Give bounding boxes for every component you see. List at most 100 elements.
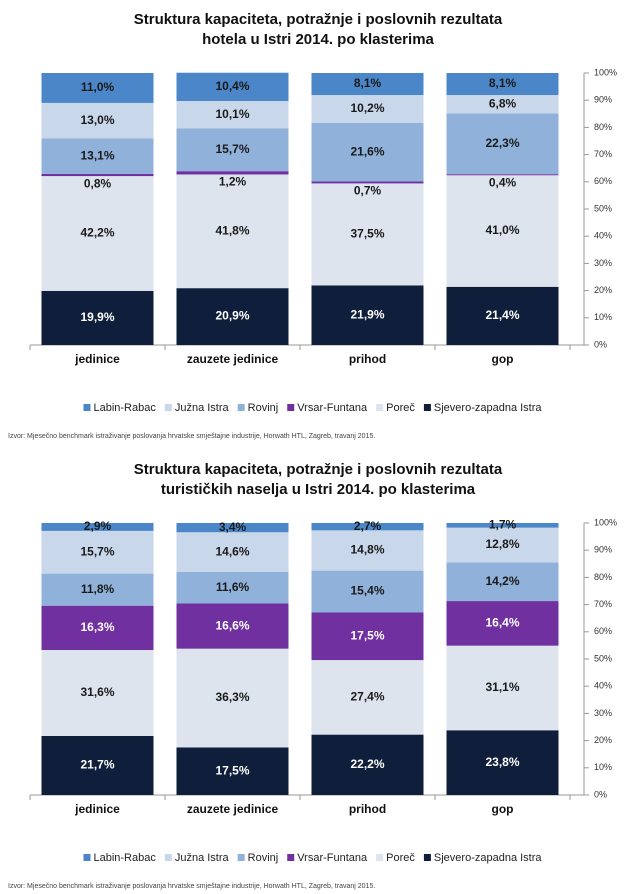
legend-swatch xyxy=(237,404,245,411)
data-label: 41,8% xyxy=(215,223,249,237)
legend-swatch xyxy=(376,854,384,861)
y-tick-label: 100% xyxy=(594,67,617,77)
data-label: 31,1% xyxy=(485,680,519,694)
bar-segment xyxy=(41,102,154,139)
bar-segment xyxy=(311,530,424,571)
y-tick-label: 80% xyxy=(594,572,612,582)
data-label: 37,5% xyxy=(350,227,384,241)
bar-segment xyxy=(176,128,289,172)
data-label: 16,4% xyxy=(485,616,519,630)
chart-title: hotela u Istri 2014. po klasterima xyxy=(202,31,434,48)
x-tick-label: zauzete jedinice xyxy=(187,802,279,816)
bar-segment xyxy=(176,571,289,604)
x-tick-label: jedinice xyxy=(74,352,120,366)
data-label: 13,0% xyxy=(80,113,114,127)
data-label: 0,4% xyxy=(489,175,517,189)
bar-segment xyxy=(176,648,289,748)
data-label: 22,2% xyxy=(350,757,384,771)
data-label: 21,4% xyxy=(485,308,519,322)
data-label: 15,7% xyxy=(215,142,249,156)
legend-label: Južna Istra xyxy=(175,852,230,864)
x-tick-label: prihod xyxy=(349,802,386,816)
bar-segment xyxy=(41,735,154,795)
y-tick-label: 60% xyxy=(594,176,612,186)
legend-swatch xyxy=(423,404,431,411)
bar-segment xyxy=(311,612,424,661)
x-tick-label: prihod xyxy=(349,352,386,366)
bar-segment xyxy=(41,73,154,103)
legend-swatch xyxy=(376,404,384,411)
data-label: 22,3% xyxy=(485,136,519,150)
bar-segment xyxy=(41,573,154,606)
chart-title: Struktura kapaciteta, potražnje i poslov… xyxy=(134,461,503,478)
y-tick-label: 70% xyxy=(594,599,612,609)
y-tick-label: 30% xyxy=(594,708,612,718)
data-label: 16,3% xyxy=(80,620,114,634)
data-label: 11,6% xyxy=(216,580,250,594)
bar-segment xyxy=(311,660,424,735)
legend-swatch xyxy=(237,854,245,861)
legend-label: Rovinj xyxy=(248,402,279,414)
legend-label: Sjevero-zapadna Istra xyxy=(434,852,542,864)
legend-swatch xyxy=(83,404,91,411)
data-label: 15,7% xyxy=(80,544,114,558)
legend-swatch xyxy=(287,404,295,411)
x-tick-label: gop xyxy=(492,802,514,816)
data-label: 13,1% xyxy=(80,148,114,162)
bar-segment xyxy=(176,532,289,572)
data-label: 42,2% xyxy=(80,226,114,240)
data-label: 15,4% xyxy=(350,584,384,598)
y-tick-label: 70% xyxy=(594,149,612,159)
y-tick-label: 50% xyxy=(594,653,612,663)
legend-label: Sjevero-zapadna Istra xyxy=(434,402,542,414)
data-label: 10,1% xyxy=(215,107,249,121)
y-tick-label: 50% xyxy=(594,203,612,213)
bar-segment xyxy=(446,113,559,175)
data-label: 2,7% xyxy=(354,519,382,533)
chart-title: Struktura kapaciteta, potražnje i poslov… xyxy=(134,11,503,28)
bar-segment xyxy=(176,747,289,795)
data-label: 2,9% xyxy=(84,519,112,533)
data-label: 17,5% xyxy=(350,628,384,642)
source-note: Izvor: Mjesečno benchmark istraživanje p… xyxy=(8,883,375,890)
y-tick-label: 40% xyxy=(594,231,612,241)
bar-segment xyxy=(446,286,559,345)
bar-segment xyxy=(41,523,154,531)
data-label: 21,6% xyxy=(350,144,384,158)
data-label: 19,9% xyxy=(80,310,114,324)
bar-segment xyxy=(311,95,424,123)
legend-label: Rovinj xyxy=(248,852,279,864)
bar-segment xyxy=(41,290,154,345)
x-tick-label: jedinice xyxy=(74,802,120,816)
bar-segment xyxy=(446,175,559,287)
legend-swatch xyxy=(287,854,295,861)
y-tick-label: 90% xyxy=(594,545,612,555)
data-label: 1,2% xyxy=(219,175,247,189)
legend-swatch xyxy=(164,404,172,411)
legend-swatch xyxy=(164,854,172,861)
data-label: 0,8% xyxy=(84,176,112,190)
bar-segment xyxy=(446,174,559,176)
bar-segment xyxy=(311,73,424,96)
data-label: 14,6% xyxy=(215,544,249,558)
chart-title: turističkih naselja u Istri 2014. po kla… xyxy=(161,481,476,498)
legend-swatch xyxy=(423,854,431,861)
bar-segment xyxy=(446,73,559,96)
bar-segment xyxy=(41,605,154,651)
bar-segment xyxy=(41,176,154,291)
y-tick-label: 80% xyxy=(594,122,612,132)
data-label: 41,0% xyxy=(485,223,519,237)
data-label: 16,6% xyxy=(215,618,249,632)
data-label: 27,4% xyxy=(350,690,384,704)
data-label: 8,1% xyxy=(354,76,382,90)
legend-label: Vrsar-Funtana xyxy=(297,852,368,864)
y-tick-label: 60% xyxy=(594,626,612,636)
legend-label: Poreč xyxy=(386,402,415,414)
data-label: 0,7% xyxy=(354,184,382,198)
bar-segment xyxy=(446,95,559,114)
y-tick-label: 10% xyxy=(594,312,612,322)
y-tick-label: 40% xyxy=(594,681,612,691)
bar-segment xyxy=(176,603,289,649)
y-tick-label: 20% xyxy=(594,285,612,295)
